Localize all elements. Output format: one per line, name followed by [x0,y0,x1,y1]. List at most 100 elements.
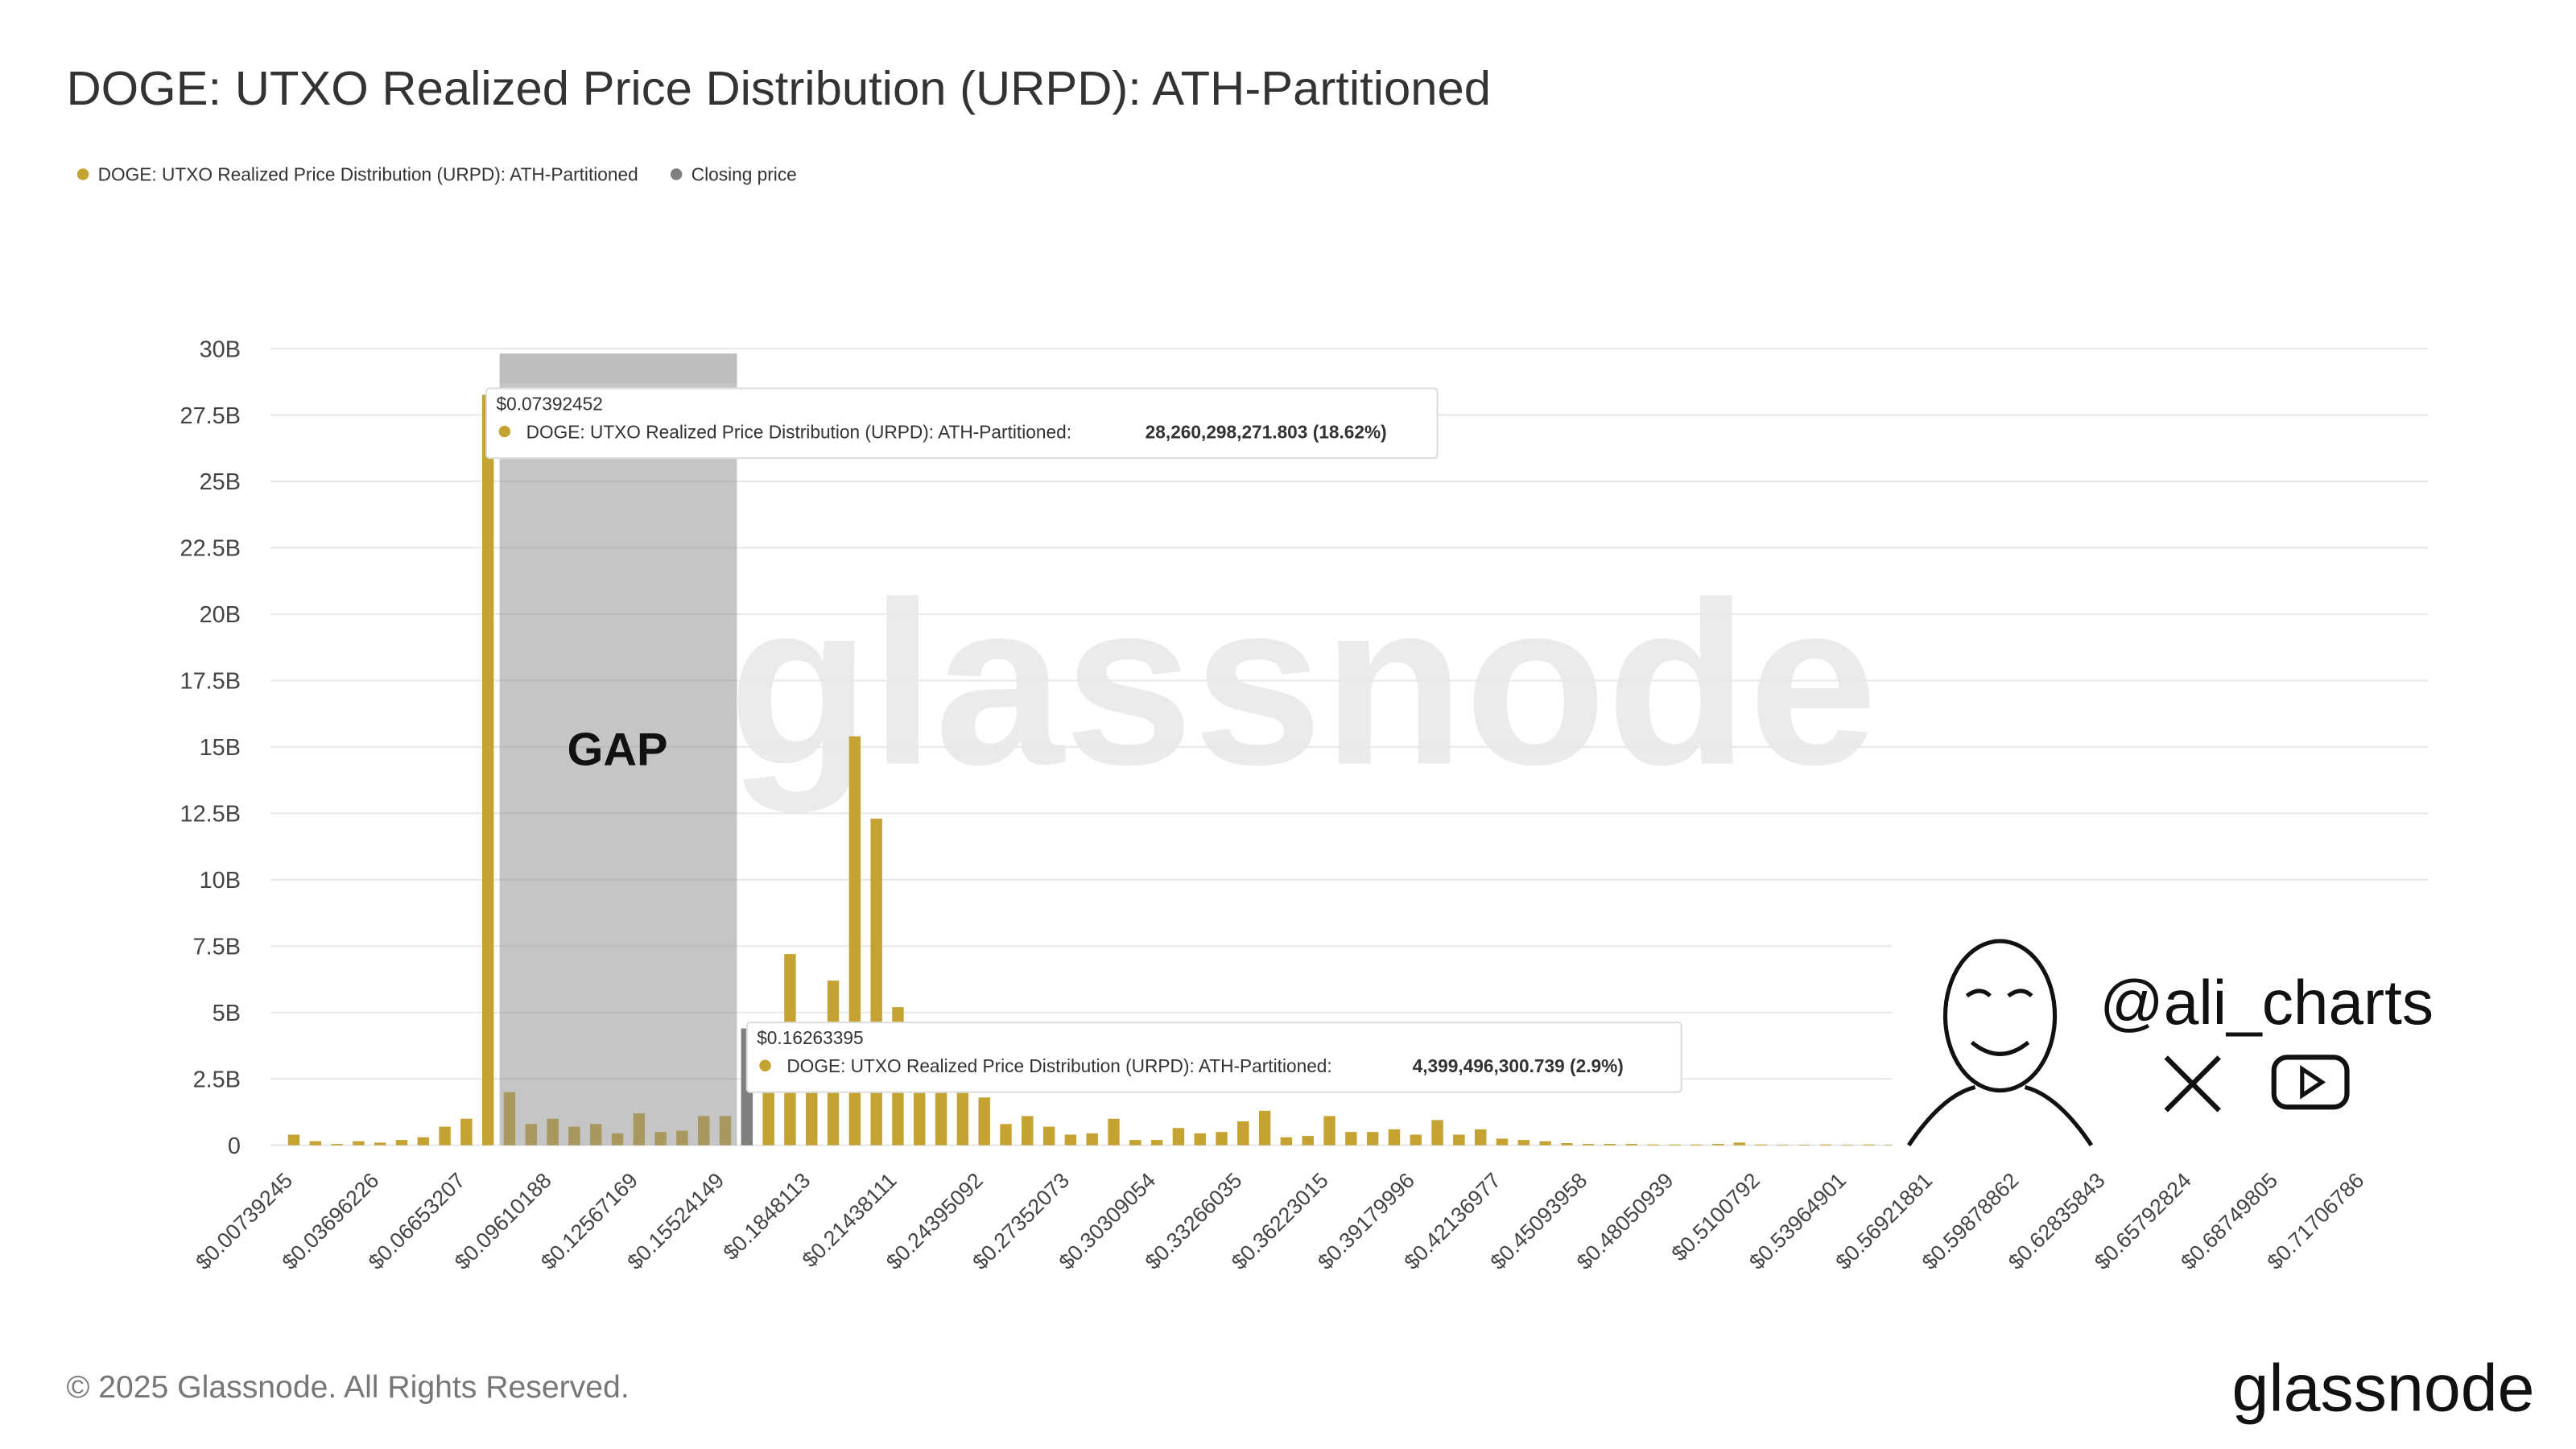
y-tick-label: 0 [228,1133,241,1159]
y-tick-label: 12.5B [180,802,241,828]
bar [1258,1110,1271,1146]
bar [956,1084,969,1146]
tooltip-box [745,1022,1682,1093]
y-tick-label: 7.5B [193,935,241,960]
bar [978,1097,990,1146]
bar [1885,1145,1897,1146]
bar [1539,1141,1551,1146]
y-tick-label: 25B [200,469,241,495]
bar [1755,1144,1767,1146]
gap-region [499,383,737,1146]
bar [460,1118,473,1146]
bar [1863,1144,1875,1146]
legend-marker [76,168,89,180]
x-icon [2164,1055,2221,1113]
tooltip: $0.07392452 DOGE: UTXO Realized Price Di… [485,387,1439,460]
y-tick-label: 17.5B [180,669,241,695]
bar [870,818,882,1146]
bar [1733,1142,1746,1146]
tooltip-value: 28,260,298,271.803 (18.62%) [1146,421,1387,442]
bar [1711,1144,1724,1146]
bar [1000,1124,1012,1146]
y-tick-label: 5B [213,1001,241,1026]
legend-label: Closing price [691,164,797,185]
bar [1022,1116,1034,1146]
watermark: glassnode [729,554,1878,814]
y-tick-label: 20B [200,602,241,628]
y-tick-label: 22.5B [180,536,241,562]
brand-logo: glassnode [2231,1352,2534,1426]
bar [1366,1132,1379,1146]
overlays: GAP [499,353,737,1146]
tooltip-label: DOGE: UTXO Realized Price Distribution (… [786,1055,1331,1076]
avatar-head [1942,939,2058,1093]
bar [1625,1144,1638,1146]
bar [353,1141,365,1146]
legend-marker [670,168,683,180]
avatar-face [1965,989,2033,1056]
avatar-body [1906,1085,2094,1147]
bar [1064,1134,1077,1146]
bar [1819,1144,1832,1146]
y-tick-label: 15B [200,735,241,761]
bar [1453,1134,1465,1146]
bar [331,1144,343,1146]
bar [1798,1145,1810,1146]
y-tick-label: 30B [200,336,241,362]
y-tick-label: 10B [200,868,241,894]
bar [1108,1118,1120,1146]
bar [1690,1144,1703,1146]
bar [374,1142,386,1146]
y-tick-label: 27.5B [180,403,241,429]
tooltip-price: $0.16263395 [757,1027,863,1048]
bar [1237,1121,1249,1146]
bar [1582,1144,1595,1146]
bar [1474,1129,1487,1146]
bar [1042,1126,1055,1146]
bar [309,1141,321,1146]
bar [1431,1120,1443,1146]
bar [1302,1136,1314,1146]
bar [1194,1133,1206,1146]
tooltip-price: $0.07392452 [496,393,602,414]
bar [1150,1140,1163,1146]
author-badge: @ali_charts [1892,921,2440,1147]
bar [1216,1132,1228,1146]
bar [481,394,494,1146]
bar [1777,1145,1789,1146]
copyright: © 2025 Glassnode. All Rights Reserved. [66,1370,629,1405]
bar [395,1140,408,1146]
bar [1669,1144,1681,1146]
legend: DOGE: UTXO Realized Price Distribution (… [76,164,797,185]
bar [1496,1138,1509,1146]
bar [1323,1116,1335,1146]
bar [287,1134,300,1146]
bar [935,1079,947,1146]
bar [1841,1145,1854,1146]
bar [1345,1132,1357,1146]
tooltip-label: DOGE: UTXO Realized Price Distribution (… [526,421,1071,442]
y-tick-label: 2.5B [193,1067,241,1093]
bar [1388,1129,1401,1146]
bar [1129,1140,1141,1146]
youtube-icon [2271,1055,2350,1110]
gap-header [499,353,737,384]
youtube-play [2300,1065,2326,1100]
handle: @ali_charts [2099,967,2434,1038]
x-tick-label: $0.1848113 [719,1168,815,1265]
bar [1647,1144,1659,1146]
legend-label: DOGE: UTXO Realized Price Distribution (… [98,164,638,185]
tooltip-dot [498,425,511,438]
bar [1517,1140,1530,1146]
bar [1561,1143,1573,1146]
tooltip-box [485,387,1439,460]
bar [1086,1133,1098,1146]
bar [1172,1128,1185,1146]
bar [1410,1134,1422,1146]
bar [1604,1144,1616,1146]
tooltip-dot [759,1059,771,1071]
bar [1280,1137,1293,1146]
chart-title: DOGE: UTXO Realized Price Distribution (… [66,61,1491,115]
bar [417,1137,429,1146]
